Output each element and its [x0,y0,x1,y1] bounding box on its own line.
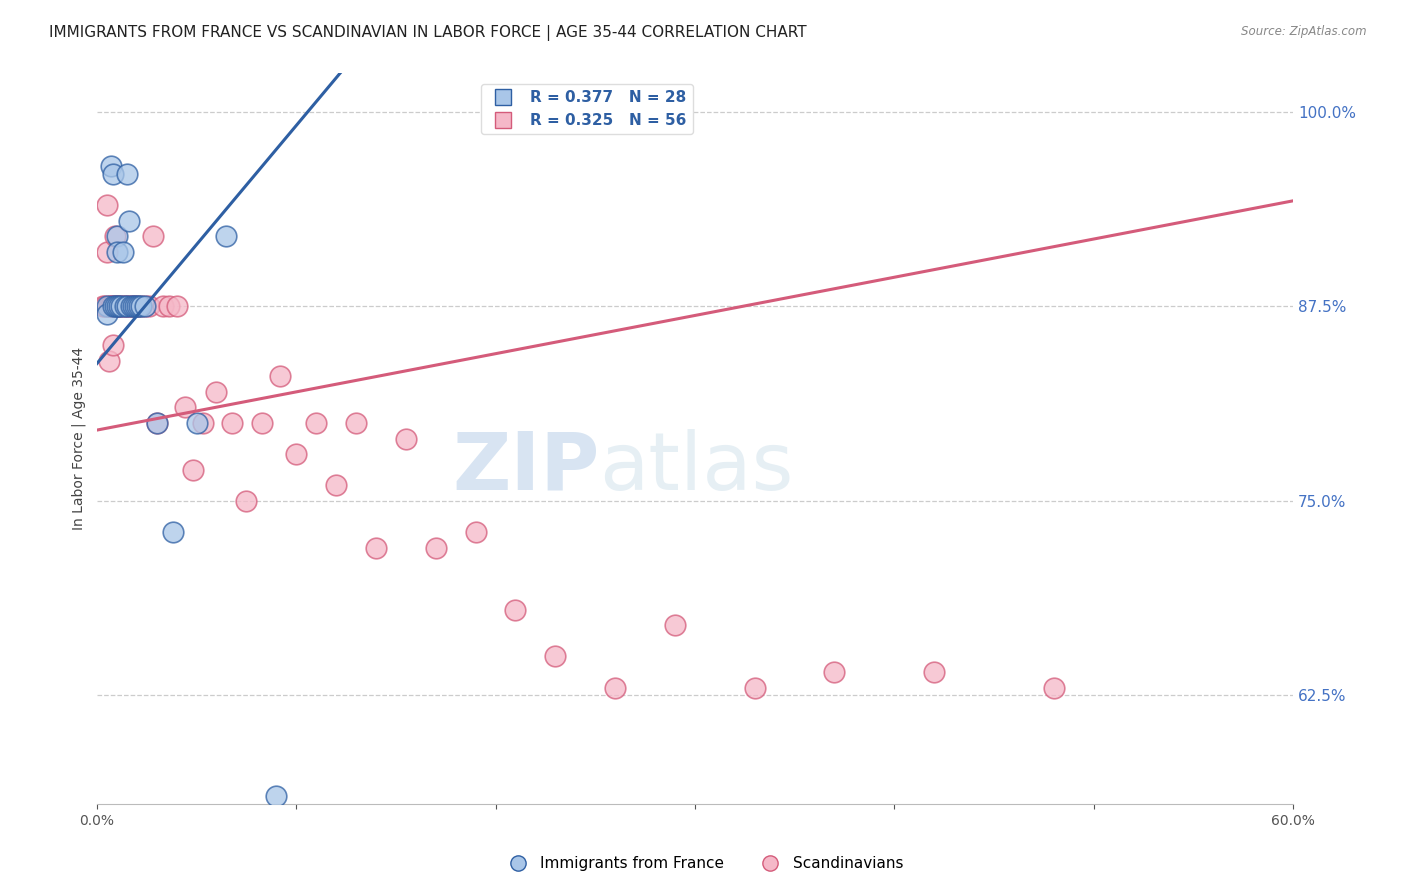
Point [364,541,387,555]
Point [181,463,204,477]
Point [107,299,129,313]
Point [110,299,132,313]
Point [215,229,238,244]
Point [425,541,447,555]
Point [105,299,128,313]
Text: Source: ZipAtlas.com: Source: ZipAtlas.com [1241,25,1367,38]
Point [101,338,124,352]
Point [264,789,287,804]
Point [125,299,148,313]
Point [124,299,146,313]
Point [111,244,134,259]
Point [107,299,129,313]
Point [96,299,118,313]
Point [544,649,567,664]
Point [252,416,274,430]
Point [145,416,167,430]
Point [110,299,132,313]
Point [505,603,527,617]
Point [104,299,127,313]
Point [105,299,128,313]
Point [325,478,347,492]
Point [104,229,127,244]
Point [344,416,367,430]
Text: IMMIGRANTS FROM FRANCE VS SCANDINAVIAN IN LABOR FORCE | AGE 35-44 CORRELATION CH: IMMIGRANTS FROM FRANCE VS SCANDINAVIAN I… [49,25,807,41]
Point [104,299,127,313]
Point [120,299,142,313]
Point [205,384,228,399]
Point [145,416,167,430]
Point [115,299,138,313]
Point [105,244,128,259]
Point [118,299,141,313]
Point [105,229,128,244]
Point [824,665,846,679]
Point [134,299,156,313]
Point [96,307,118,321]
Point [221,416,243,430]
Point [173,401,195,415]
Point [664,618,686,632]
Point [115,167,138,181]
Point [115,299,138,313]
Point [186,416,208,430]
Point [166,299,188,313]
Point [124,299,146,313]
Point [114,299,136,313]
Point [105,299,128,313]
Point [94,299,117,313]
Point [191,416,214,430]
Legend: R = 0.377   N = 28, R = 0.325   N = 56: R = 0.377 N = 28, R = 0.325 N = 56 [481,84,693,134]
Point [111,299,134,313]
Point [97,299,120,313]
Point [395,432,418,446]
Point [1042,681,1064,695]
Point [97,353,120,368]
Point [100,299,122,313]
Point [157,299,180,313]
Point [744,681,766,695]
Point [101,167,124,181]
Point [114,299,136,313]
Point [121,299,143,313]
Text: atlas: atlas [599,429,793,507]
Point [121,299,143,313]
Point [125,299,148,313]
Point [305,416,328,430]
Point [101,299,124,313]
Point [91,299,114,313]
Point [285,447,308,461]
Point [605,681,627,695]
Legend: Immigrants from France, Scandinavians: Immigrants from France, Scandinavians [496,850,910,877]
Point [100,159,122,173]
Text: ZIP: ZIP [451,429,599,507]
Point [922,665,945,679]
Point [96,244,118,259]
Point [162,524,184,539]
Point [118,214,141,228]
Point [235,493,257,508]
Point [152,299,174,313]
Point [142,229,165,244]
Point [129,299,152,313]
Point [96,198,118,212]
Point [128,299,150,313]
Point [134,299,156,313]
Point [120,299,142,313]
Point [138,299,160,313]
Point [129,299,152,313]
Y-axis label: In Labor Force | Age 35-44: In Labor Force | Age 35-44 [72,347,86,530]
Point [100,299,122,313]
Point [101,299,124,313]
Point [269,369,291,384]
Point [464,524,486,539]
